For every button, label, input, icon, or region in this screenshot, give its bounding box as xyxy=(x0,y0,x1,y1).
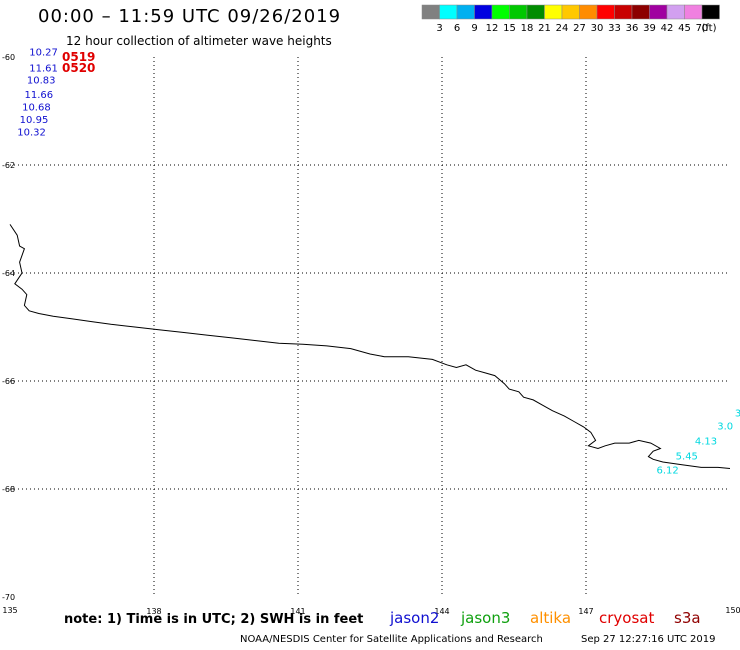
credit-line: NOAA/NESDIS Center for Satellite Applica… xyxy=(240,634,543,645)
y-tick-label: -70 xyxy=(2,593,15,602)
coastline xyxy=(9,224,731,469)
chart-subtitle: 12 hour collection of altimeter wave hei… xyxy=(66,34,332,48)
legend-label: 27 xyxy=(573,23,586,34)
jason2-swh-label: 10.95 xyxy=(20,115,49,126)
legend-label: 33 xyxy=(608,23,621,34)
jason3-swh-label: 3.0 xyxy=(717,422,733,433)
legend-label: 21 xyxy=(538,23,551,34)
jason3-swh-label: 4.13 xyxy=(695,437,717,448)
satellite-label-jason2: jason2 xyxy=(390,609,440,627)
jason3-swh-label: 6.12 xyxy=(656,465,678,476)
x-tick-label: 150 xyxy=(725,606,740,615)
generated-timestamp: Sep 27 12:27:16 UTC 2019 xyxy=(581,634,716,645)
y-tick-label: -66 xyxy=(2,377,15,386)
x-tick-label: 147 xyxy=(578,607,593,616)
pass-time-label: 0519 xyxy=(62,50,95,64)
x-tick-label: 141 xyxy=(290,607,305,616)
jason2-swh-label: 11.61 xyxy=(29,64,58,75)
x-tick-label: 138 xyxy=(146,607,161,616)
chart-title: 00:00 – 11:59 UTC 09/26/2019 xyxy=(38,6,342,27)
y-tick-label: -64 xyxy=(2,269,15,278)
legend-label: 6 xyxy=(454,23,460,34)
legend-label: 30 xyxy=(591,23,604,34)
y-tick-label: -62 xyxy=(2,161,15,170)
legend-label: 70 xyxy=(696,23,709,34)
jason3-swh-label: 5.45 xyxy=(676,451,698,462)
y-tick-label: -60 xyxy=(2,53,15,62)
satellite-label-cryosat: cryosat xyxy=(599,609,655,627)
legend-label: 36 xyxy=(626,23,639,34)
legend-label: 9 xyxy=(471,23,477,34)
legend-unit: (ft) xyxy=(701,23,716,34)
jason2-swh-label: 10.27 xyxy=(29,47,58,58)
y-tick-label: -68 xyxy=(2,485,15,494)
legend-label: 39 xyxy=(643,23,656,34)
legend-label: 15 xyxy=(503,23,516,34)
x-tick-label: 144 xyxy=(434,607,449,616)
satellite-label-altika: altika xyxy=(530,609,572,627)
jason2-swh-label: 10.32 xyxy=(17,127,46,138)
jason2-swh-label: 11.66 xyxy=(24,90,53,101)
color-legend: 3 6 9 12 15 18 21 24 27 30 33 36 39 42 45 70(ft) xyxy=(421,4,720,34)
footer-note: note: 1) Time is in UTC; 2) SWH is in fe… xyxy=(64,612,364,627)
satellite-label-jason3: jason3 xyxy=(461,609,511,627)
legend-label: 18 xyxy=(521,23,534,34)
legend-label: 42 xyxy=(661,23,674,34)
x-tick-label: 135 xyxy=(2,606,17,615)
jason2-swh-label: 10.83 xyxy=(27,75,56,86)
pass-time-label: 0520 xyxy=(62,61,95,75)
jason3-swh-label: 3. xyxy=(735,409,740,420)
legend-label: 3 xyxy=(436,23,442,34)
legend-label: 24 xyxy=(556,23,569,34)
legend-label: 45 xyxy=(678,23,691,34)
satellite-label-s3a: s3a xyxy=(674,609,701,627)
legend-swatch xyxy=(701,4,720,20)
jason2-swh-label: 10.68 xyxy=(22,102,51,113)
legend-label: 12 xyxy=(486,23,499,34)
